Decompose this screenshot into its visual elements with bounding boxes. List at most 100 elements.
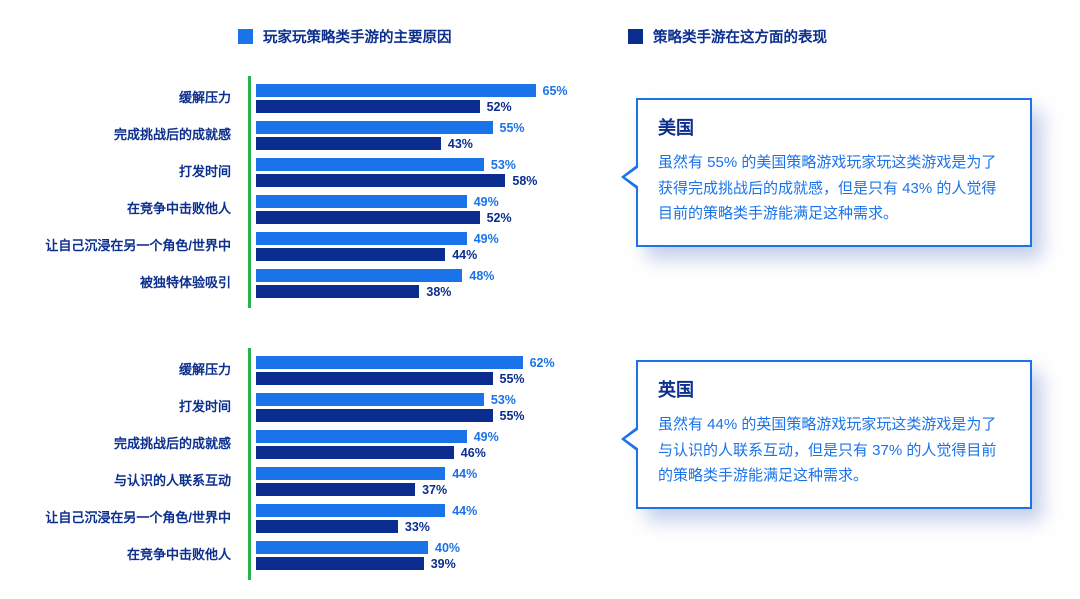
category-label: 在竞争中击败他人: [126, 547, 231, 563]
bar-pair: 49% 44%: [243, 231, 499, 262]
bar-value-label: 52%: [486, 99, 512, 114]
bar-group: 在竞争中击败他人 40% 39%: [18, 540, 603, 571]
legend-item-0: 玩家玩策略类手游的主要原因: [238, 26, 452, 47]
bar-row: 46%: [256, 446, 499, 460]
bar-group: 让自己沉浸在另一个角色/世界中 44% 33%: [18, 503, 603, 534]
bar-row: 55%: [256, 371, 555, 386]
bar-row: 37%: [256, 482, 477, 497]
bar-value-label: 55%: [499, 120, 525, 135]
bar-row: 53%: [256, 392, 525, 407]
bar-row: 53%: [256, 157, 537, 172]
bar-reason: [256, 467, 446, 480]
bar-pair: 65% 52%: [243, 83, 568, 114]
category-label: 让自己沉浸在另一个角色/世界中: [45, 238, 231, 254]
bar-row: 44%: [256, 466, 478, 481]
bar-value-label: 52%: [486, 210, 512, 225]
bar-pair: 55% 43%: [243, 120, 525, 151]
bar-row: 55%: [256, 120, 525, 135]
bar-pair: 49% 52%: [243, 194, 512, 225]
bar-reason: [256, 269, 463, 282]
bar-pair: 62% 55%: [243, 355, 555, 386]
bar-value-label: 62%: [529, 355, 555, 370]
bar-value-label: 44%: [452, 247, 478, 262]
bar-row: 58%: [256, 173, 538, 188]
bar-performance: [256, 248, 446, 261]
category-label: 与认识的人联系互动: [113, 473, 231, 489]
bar-row: 49%: [256, 194, 512, 209]
bar-row: 48%: [256, 268, 495, 283]
bar-value-label: 49%: [473, 194, 499, 209]
bar-value-label: 38%: [426, 284, 452, 299]
bar-performance: [256, 483, 416, 496]
bar-row: 52%: [256, 99, 568, 114]
bar-row: 52%: [256, 210, 512, 225]
callout-body: 虽然有 44% 的英国策略游戏玩家玩这类游戏是为了与认识的人联系互动，但是只有 …: [658, 416, 997, 484]
category-label: 被独特体验吸引: [139, 275, 231, 291]
bar-row: 33%: [256, 519, 477, 534]
bar-group: 缓解压力 62% 55%: [18, 355, 603, 386]
bar-value-label: 39%: [430, 556, 456, 571]
bar-pair: 53% 55%: [243, 392, 525, 423]
bar-value-label: 49%: [473, 429, 499, 444]
bar-value-label: 53%: [490, 392, 516, 407]
bar-performance: [256, 446, 454, 459]
bar-value-label: 55%: [499, 408, 525, 423]
bar-group: 在竞争中击败他人 49% 52%: [18, 194, 603, 225]
bar-reason: [256, 84, 536, 97]
bar-reason: [256, 121, 493, 134]
bar-value-label: 65%: [542, 83, 568, 98]
bar-reason: [256, 541, 428, 554]
bar-reason: [256, 393, 484, 406]
bar-pair: 53% 58%: [243, 157, 538, 188]
bar-value-label: 33%: [404, 519, 430, 534]
bar-value-label: 48%: [469, 268, 495, 283]
bar-group: 让自己沉浸在另一个角色/世界中 49% 44%: [18, 231, 603, 262]
bar-value-label: 40%: [435, 540, 461, 555]
bar-performance: [256, 520, 398, 533]
bar-group: 完成挑战后的成就感 55% 43%: [18, 120, 603, 151]
bar-performance: [256, 100, 480, 113]
category-label: 打发时间: [178, 164, 231, 180]
callout-us: 美国 虽然有 55% 的美国策略游戏玩家玩这类游戏是为了获得完成挑战后的成就感，…: [621, 98, 1032, 247]
category-label: 在竞争中击败他人: [126, 201, 231, 217]
bar-reason: [256, 158, 484, 171]
chart-uk: 缓解压力 62% 55% 打发时间 53% 55% 完成挑战后的成就感 49% 46% 与认识的人…: [18, 348, 603, 580]
bar-group: 完成挑战后的成就感 49% 46%: [18, 429, 603, 460]
bar-value-label: 37%: [422, 482, 448, 497]
bar-value-label: 55%: [499, 371, 525, 386]
legend-item-1: 策略类手游在这方面的表现: [628, 26, 827, 47]
bar-value-label: 49%: [473, 231, 499, 246]
bar-performance: [256, 285, 420, 298]
bar-row: 44%: [256, 247, 499, 262]
callout-uk: 英国 虽然有 44% 的英国策略游戏玩家玩这类游戏是为了与认识的人联系互动，但是…: [621, 360, 1032, 509]
bar-group: 与认识的人联系互动 44% 37%: [18, 466, 603, 497]
bar-value-label: 44%: [452, 503, 478, 518]
bar-row: 44%: [256, 503, 478, 518]
bar-group: 打发时间 53% 55%: [18, 392, 603, 423]
category-label: 打发时间: [178, 399, 231, 415]
bar-value-label: 53%: [490, 157, 516, 172]
bar-row: 55%: [256, 408, 525, 423]
category-label: 让自己沉浸在另一个角色/世界中: [45, 510, 231, 526]
bar-pair: 40% 39%: [243, 540, 461, 571]
callout-pointer-icon: [625, 429, 639, 449]
callout-body: 虽然有 55% 的美国策略游戏玩家玩这类游戏是为了获得完成挑战后的成就感，但是只…: [658, 154, 997, 222]
bar-value-label: 44%: [452, 466, 478, 481]
bar-reason: [256, 195, 467, 208]
bar-performance: [256, 409, 493, 422]
bar-pair: 44% 33%: [243, 503, 478, 534]
bar-row: 39%: [256, 556, 460, 571]
legend-swatch-icon: [238, 29, 253, 44]
axis-line: [248, 348, 251, 580]
bar-value-label: 58%: [512, 173, 538, 188]
bar-performance: [256, 137, 441, 150]
category-label: 缓解压力: [178, 362, 231, 378]
chart-us: 缓解压力 65% 52% 完成挑战后的成就感 55% 43% 打发时间 53% 58% 在竞争中击…: [18, 76, 603, 308]
bar-row: 43%: [256, 137, 525, 151]
bar-row: 65%: [256, 83, 568, 98]
axis-line: [248, 76, 251, 308]
legend-label: 策略类手游在这方面的表现: [653, 30, 827, 46]
bar-performance: [256, 372, 493, 385]
legend-swatch-icon: [628, 29, 643, 44]
bar-row: 62%: [256, 355, 555, 370]
